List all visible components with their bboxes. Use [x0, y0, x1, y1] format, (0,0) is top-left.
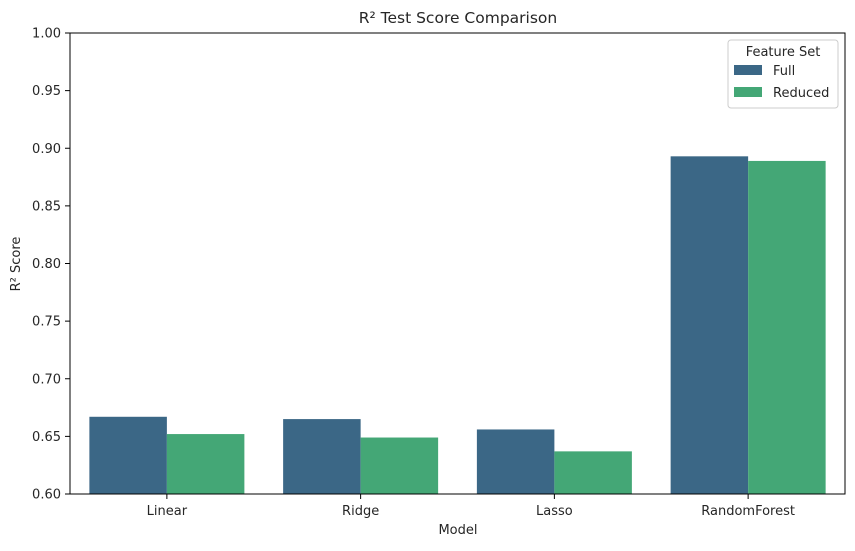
x-tick-label: RandomForest: [701, 504, 795, 519]
bar-linear-reduced: [166, 434, 245, 494]
y-axis-ticks: 0.60 0.65 0.70 0.75 0.80 0.85 0.90 0.95 1.00: [32, 27, 70, 503]
bar-ridge-reduced: [360, 437, 439, 494]
bar-randomforest-full: [670, 156, 749, 494]
x-tick-label: Ridge: [342, 504, 379, 519]
y-tick-label: 0.85: [32, 199, 61, 214]
plot-frame: [69, 32, 846, 495]
bars-layer: [89, 156, 826, 494]
y-tick-label: 0.75: [32, 315, 61, 330]
bar-lasso-full: [476, 429, 555, 494]
bar-lasso-reduced: [554, 451, 632, 494]
y-tick-label: 0.70: [32, 372, 61, 387]
y-tick-label: 0.90: [32, 142, 61, 157]
legend-title: Feature Set: [746, 45, 821, 60]
bar-linear-full: [89, 416, 167, 494]
y-tick-label: 0.95: [32, 84, 61, 99]
y-tick-label: 0.80: [32, 257, 61, 272]
y-tick-label: 1.00: [32, 27, 61, 42]
y-tick-label: 0.60: [32, 488, 61, 503]
legend-swatch-reduced: [734, 87, 762, 97]
legend-label-full: Full: [773, 64, 795, 79]
legend-swatch-full: [734, 65, 762, 75]
y-tick-label: 0.65: [32, 430, 61, 445]
legend: Feature Set Full Reduced: [727, 39, 839, 109]
bar-randomforest-reduced: [748, 160, 826, 494]
bar-ridge-full: [283, 419, 361, 494]
x-axis-title: Model: [438, 523, 477, 538]
x-tick-label: Lasso: [536, 504, 573, 519]
legend-label-reduced: Reduced: [773, 86, 829, 101]
y-axis-title: R² Score: [9, 237, 24, 292]
chart-title: R² Test Score Comparison: [359, 9, 558, 27]
x-axis-ticks: Linear Ridge Lasso RandomForest: [147, 494, 795, 519]
x-tick-label: Linear: [147, 504, 188, 519]
